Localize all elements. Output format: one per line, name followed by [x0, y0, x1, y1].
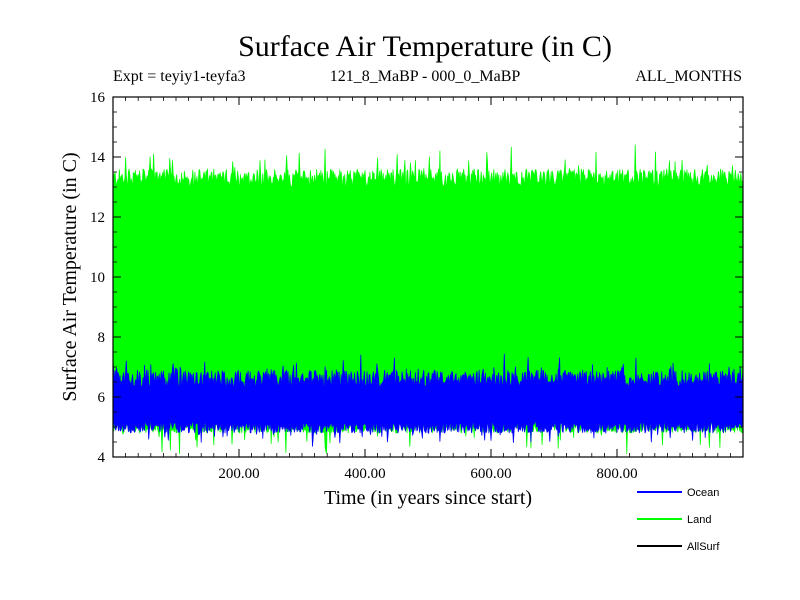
legend-label-allsurf: AllSurf [687, 541, 720, 553]
y-tick-label: 14 [90, 150, 106, 166]
legend-label-land: Land [687, 514, 711, 526]
x-axis-label: Time (in years since start) [324, 487, 532, 509]
y-tick-label: 16 [90, 90, 106, 106]
y-tick-label: 6 [98, 390, 106, 406]
x-tick-label: 200.00 [218, 466, 259, 482]
experiment-label: Expt = teyiy1-teyfa3 [113, 68, 246, 85]
ticks-layer: 4 6 8 10 12 14 16 200.00 400.00 600.00 800.00 [90, 90, 744, 482]
x-tick-label: 800.00 [596, 466, 637, 482]
y-tick-label: 8 [98, 330, 106, 346]
chart-title: Surface Air Temperature (in C) [238, 30, 612, 63]
x-tick-label: 600.00 [470, 466, 511, 482]
series-layer [113, 144, 743, 455]
y-axis-label: Surface Air Temperature (in C) [59, 152, 81, 401]
series-ocean [113, 353, 743, 447]
y-tick-label: 12 [90, 210, 105, 226]
legend: Ocean Land AllSurf [637, 487, 720, 553]
y-tick-label: 10 [90, 270, 105, 286]
period-label: 121_8_MaBP - 000_0_MaBP [330, 68, 521, 85]
months-label: ALL_MONTHS [635, 68, 742, 85]
legend-label-ocean: Ocean [687, 487, 719, 499]
x-tick-label: 400.00 [344, 466, 385, 482]
y-tick-label: 4 [98, 450, 106, 466]
